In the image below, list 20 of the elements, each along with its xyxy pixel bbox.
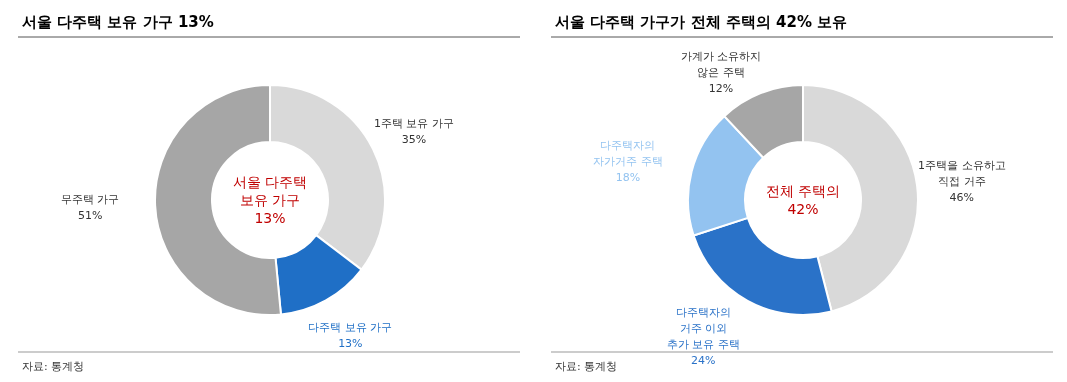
data-label: 51% — [77, 209, 103, 223]
text: 전체 주택의 42% — [765, 183, 841, 217]
data-label: 13% — [338, 337, 363, 351]
slice-label: 1주택을 소유하고 직접 거주 — [918, 158, 1006, 188]
slice-label: 다주택자의 거주 이외 추가 보유 주택 — [666, 305, 740, 351]
chart-title: 서울 다주택 가구가 전체 주택의 42% 보유 — [555, 13, 848, 31]
data-label: 46% — [949, 190, 974, 204]
slice-label: 가계가 소유하지 않은 주택 — [680, 50, 762, 79]
text: 자료: 통계청 — [555, 360, 618, 373]
data-label: 12% — [708, 82, 734, 95]
slice-label: 다주택자의 자가거주 주택 — [593, 139, 663, 169]
slice-label: 무주택 가구 — [60, 193, 120, 207]
text: 자료: 통계청 — [22, 360, 85, 373]
data-label: 18% — [615, 171, 641, 185]
slice-label: 1주택 보유 가구 — [373, 117, 454, 131]
chart-title: 서울 다주택 보유 가구 13% — [22, 13, 214, 31]
data-label: 35% — [401, 133, 427, 147]
slice-label: 다주택 보유 가구 — [308, 321, 393, 335]
data-label: 24% — [691, 353, 716, 367]
text: 서울 다주택 보유 가구 13% — [232, 174, 308, 226]
